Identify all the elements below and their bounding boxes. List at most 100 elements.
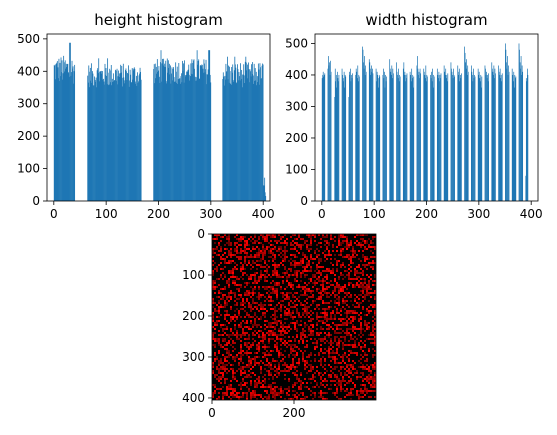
heatmap-cell [228,242,230,244]
heatmap-cell [336,264,338,266]
heatmap-cell [326,236,328,238]
heatmap-cell [286,256,288,258]
heatmap-cell [214,242,216,244]
heatmap-cell [214,308,216,310]
heatmap-cell [350,378,352,380]
heatmap-cell [252,262,254,264]
heatmap-cell [246,338,248,340]
heatmap-cell [340,252,342,254]
heatmap-cell [220,360,222,362]
heatmap-cell [308,326,310,328]
histogram-bar [59,62,61,202]
heatmap-cell [302,304,304,306]
heatmap-cell [348,246,350,248]
histogram-bar [189,80,191,201]
histogram-bar [355,68,357,202]
heatmap-cell [294,248,296,250]
heatmap-cell [286,332,288,334]
heatmap-cell [222,398,224,400]
heatmap-cell [220,292,222,294]
heatmap-cell [218,296,220,298]
histogram-bar [384,71,385,202]
heatmap-cell [222,272,224,274]
histogram-bar [322,74,324,201]
heatmap-cell [254,306,256,308]
histogram-bar [119,76,121,201]
heatmap-cell [250,278,252,280]
heatmap-cell [332,322,334,324]
heatmap-cell [354,346,356,348]
heatmap-cell [288,314,290,316]
heatmap-cell [316,264,318,266]
heatmap-cell [264,236,266,238]
heatmap-cell [258,356,260,358]
heatmap-cell [342,330,344,332]
heatmap-cell [286,286,288,288]
heatmap-cell [294,366,296,368]
heatmap-cell [228,340,230,342]
heatmap-cell [360,268,362,270]
heatmap-cell [342,264,344,266]
heatmap-cell [228,322,230,324]
histogram-bar [70,42,71,201]
heatmap-cell [366,326,368,328]
heatmap-cell [340,340,342,342]
histogram-bar [471,71,473,202]
heatmap-cell [372,368,374,370]
heatmap-cell [336,388,338,390]
heatmap-cell [292,348,294,350]
heatmap-cell [270,388,272,390]
heatmap-cell [268,326,270,328]
heatmap-cell [224,366,226,368]
heatmap-cell [258,238,260,240]
heatmap-cell [372,326,374,328]
heatmap-cell [352,326,354,328]
heatmap-cell [366,240,368,242]
heatmap-cell [218,290,220,292]
heatmap-cell [306,312,308,314]
heatmap-cell [310,370,312,372]
histogram-bar [379,76,381,201]
histogram-bar [57,78,59,201]
heatmap-cell [366,328,368,330]
heatmap-cell [270,282,272,284]
heatmap-cell [284,252,286,254]
heatmap-cell [360,282,362,284]
heatmap-cell [296,346,298,348]
heatmap-cell [238,312,240,314]
heatmap-cell [264,324,266,326]
heatmap-cell [300,302,302,304]
heatmap-cell [276,376,278,378]
heatmap-cell [220,298,222,300]
heatmap-cell [256,362,258,364]
heatmap-cell [254,312,256,314]
heatmap-cell [250,322,252,324]
heatmap-cell [286,394,288,396]
heatmap-cell [260,318,262,320]
heatmap-cell [280,344,282,346]
heatmap-cell [310,368,312,370]
heatmap-cell [344,318,346,320]
heatmap-cell [252,288,254,290]
histogram-bar [118,73,120,201]
heatmap-cell [268,286,270,288]
heatmap-cell [248,238,250,240]
heatmap-cell [300,274,302,276]
histogram-bar [159,76,160,201]
heatmap-cell [364,234,366,236]
heatmap-cell [348,372,350,374]
heatmap-cell [250,346,252,348]
heatmap-cell [250,306,252,308]
histogram-bar [259,63,261,201]
histogram-bar [445,78,447,201]
heatmap-cell [356,328,358,330]
heatmap-cell [250,384,252,386]
heatmap-cell [322,338,324,340]
heatmap-cell [284,250,286,252]
heatmap-cell [364,390,366,392]
heatmap-cell [342,360,344,362]
heatmap-cell [368,284,370,286]
histogram-bar [241,74,243,201]
heatmap-cell [374,380,376,382]
histogram-bar [498,71,500,202]
